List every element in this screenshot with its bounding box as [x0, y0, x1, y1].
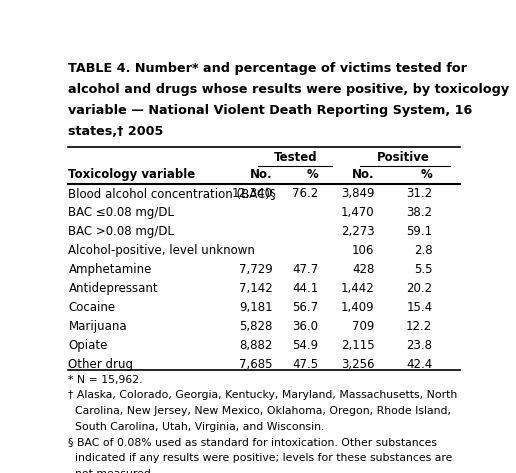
Text: 47.7: 47.7	[292, 263, 318, 276]
Text: TABLE 4. Number* and percentage of victims tested for: TABLE 4. Number* and percentage of victi…	[69, 62, 467, 75]
Text: 15.4: 15.4	[406, 301, 432, 314]
Text: 42.4: 42.4	[406, 358, 432, 371]
Text: Positive: Positive	[377, 151, 430, 165]
Text: alcohol and drugs whose results were positive, by toxicology: alcohol and drugs whose results were pos…	[69, 83, 510, 96]
Text: 106: 106	[352, 244, 375, 257]
Text: 59.1: 59.1	[406, 225, 432, 238]
Text: 31.2: 31.2	[406, 187, 432, 200]
Text: 709: 709	[352, 320, 375, 333]
Text: indicated if any results were positive; levels for these substances are: indicated if any results were positive; …	[69, 453, 453, 463]
Text: not measured.: not measured.	[69, 469, 155, 473]
Text: No.: No.	[352, 168, 375, 181]
Text: No.: No.	[250, 168, 272, 181]
Text: 5,828: 5,828	[239, 320, 272, 333]
Text: %: %	[307, 168, 318, 181]
Text: † Alaska, Colorado, Georgia, Kentucky, Maryland, Massachusetts, North: † Alaska, Colorado, Georgia, Kentucky, M…	[69, 390, 458, 400]
Text: 20.2: 20.2	[406, 282, 432, 295]
Text: 54.9: 54.9	[292, 339, 318, 351]
Text: 56.7: 56.7	[292, 301, 318, 314]
Text: § BAC of 0.08% used as standard for intoxication. Other substances: § BAC of 0.08% used as standard for into…	[69, 437, 438, 447]
Text: 12.2: 12.2	[406, 320, 432, 333]
Text: BAC >0.08 mg/DL: BAC >0.08 mg/DL	[69, 225, 174, 238]
Text: 12,340: 12,340	[232, 187, 272, 200]
Text: 2,115: 2,115	[341, 339, 375, 351]
Text: 8,882: 8,882	[239, 339, 272, 351]
Text: 44.1: 44.1	[292, 282, 318, 295]
Text: BAC ≤0.08 mg/DL: BAC ≤0.08 mg/DL	[69, 206, 174, 219]
Text: Toxicology variable: Toxicology variable	[69, 168, 196, 181]
Text: 47.5: 47.5	[292, 358, 318, 371]
Text: Antidepressant: Antidepressant	[69, 282, 158, 295]
Text: South Carolina, Utah, Virginia, and Wisconsin.: South Carolina, Utah, Virginia, and Wisc…	[69, 421, 325, 432]
Text: Alcohol-positive, level unknown: Alcohol-positive, level unknown	[69, 244, 255, 257]
Text: 1,442: 1,442	[341, 282, 375, 295]
Text: 1,470: 1,470	[341, 206, 375, 219]
Text: 9,181: 9,181	[239, 301, 272, 314]
Text: 7,142: 7,142	[239, 282, 272, 295]
Text: 38.2: 38.2	[407, 206, 432, 219]
Text: Marijuana: Marijuana	[69, 320, 127, 333]
Text: Other drug: Other drug	[69, 358, 134, 371]
Text: 76.2: 76.2	[292, 187, 318, 200]
Text: Tested: Tested	[274, 151, 317, 165]
Text: Opiate: Opiate	[69, 339, 108, 351]
Text: 2,273: 2,273	[341, 225, 375, 238]
Text: Blood alcohol concentration (BAC)§: Blood alcohol concentration (BAC)§	[69, 187, 276, 200]
Text: 3,849: 3,849	[341, 187, 375, 200]
Text: 36.0: 36.0	[293, 320, 318, 333]
Text: Carolina, New Jersey, New Mexico, Oklahoma, Oregon, Rhode Island,: Carolina, New Jersey, New Mexico, Oklaho…	[69, 406, 452, 416]
Text: 3,256: 3,256	[341, 358, 375, 371]
Text: 7,729: 7,729	[239, 263, 272, 276]
Text: states,† 2005: states,† 2005	[69, 124, 164, 138]
Text: * N = 15,962.: * N = 15,962.	[69, 375, 143, 385]
Text: 5.5: 5.5	[414, 263, 432, 276]
Text: 428: 428	[352, 263, 375, 276]
Text: 23.8: 23.8	[407, 339, 432, 351]
Text: 7,685: 7,685	[239, 358, 272, 371]
Text: variable — National Violent Death Reporting System, 16: variable — National Violent Death Report…	[69, 104, 473, 117]
Text: 2.8: 2.8	[414, 244, 432, 257]
Text: %: %	[421, 168, 432, 181]
Text: Cocaine: Cocaine	[69, 301, 116, 314]
Text: 1,409: 1,409	[341, 301, 375, 314]
Text: Amphetamine: Amphetamine	[69, 263, 152, 276]
